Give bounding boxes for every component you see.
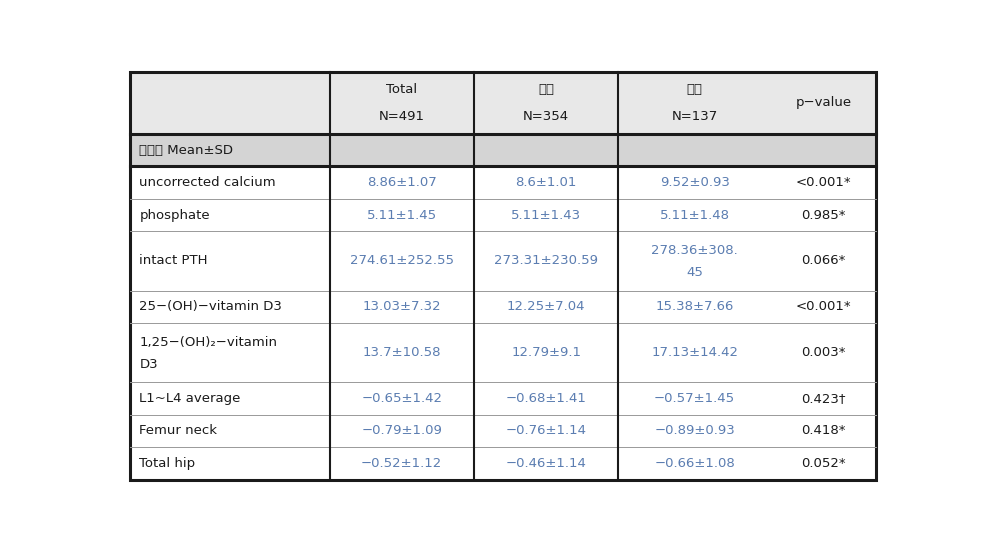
Text: 1,25−(OH)₂−vitamin: 1,25−(OH)₂−vitamin <box>139 336 278 349</box>
Text: Total hip: Total hip <box>139 457 195 470</box>
Text: 274.61±252.55: 274.61±252.55 <box>350 254 454 268</box>
Bar <box>131 290 876 323</box>
Text: D3: D3 <box>139 358 158 371</box>
Text: 5.11±1.45: 5.11±1.45 <box>366 209 437 222</box>
Text: 0.418*: 0.418* <box>801 424 846 437</box>
Bar <box>131 167 876 199</box>
Text: 8.6±1.01: 8.6±1.01 <box>516 176 576 189</box>
Text: <0.001*: <0.001* <box>795 300 851 313</box>
Text: 생체: 생체 <box>538 82 554 96</box>
Text: 5.11±1.43: 5.11±1.43 <box>512 209 581 222</box>
Text: 13.03±7.32: 13.03±7.32 <box>362 300 441 313</box>
Text: 15.38±7.66: 15.38±7.66 <box>655 300 734 313</box>
Text: 25−(OH)−vitamin D3: 25−(OH)−vitamin D3 <box>139 300 283 313</box>
Text: N=491: N=491 <box>379 110 425 123</box>
Text: 17.13±14.42: 17.13±14.42 <box>651 346 738 359</box>
Text: p−value: p−value <box>795 96 851 109</box>
Text: −0.57±1.45: −0.57±1.45 <box>654 392 736 405</box>
Text: 12.25±7.04: 12.25±7.04 <box>507 300 585 313</box>
Text: 5.11±1.48: 5.11±1.48 <box>660 209 730 222</box>
Bar <box>131 323 876 382</box>
Text: 수여자 Mean±SD: 수여자 Mean±SD <box>139 144 234 157</box>
Text: phosphate: phosphate <box>139 209 210 222</box>
Bar <box>131 382 876 414</box>
Bar <box>131 199 876 232</box>
Text: −0.46±1.14: −0.46±1.14 <box>506 457 586 470</box>
Text: 9.52±0.93: 9.52±0.93 <box>660 176 730 189</box>
Text: 뇌사: 뇌사 <box>686 82 702 96</box>
Bar <box>131 232 876 290</box>
Text: 0.052*: 0.052* <box>801 457 846 470</box>
Text: 12.79±9.1: 12.79±9.1 <box>512 346 581 359</box>
Text: −0.66±1.08: −0.66±1.08 <box>654 457 735 470</box>
Text: 278.36±308.: 278.36±308. <box>651 245 738 257</box>
Text: Total: Total <box>386 82 417 96</box>
Text: <0.001*: <0.001* <box>795 176 851 189</box>
Text: uncorrected calcium: uncorrected calcium <box>139 176 276 189</box>
Text: N=354: N=354 <box>523 110 570 123</box>
Text: 273.31±230.59: 273.31±230.59 <box>494 254 598 268</box>
Text: 0.003*: 0.003* <box>801 346 846 359</box>
Text: −0.79±1.09: −0.79±1.09 <box>361 424 442 437</box>
Text: 8.86±1.07: 8.86±1.07 <box>367 176 437 189</box>
Text: 45: 45 <box>686 266 703 279</box>
Text: −0.76±1.14: −0.76±1.14 <box>506 424 586 437</box>
Text: −0.89±0.93: −0.89±0.93 <box>654 424 735 437</box>
Text: 0.066*: 0.066* <box>801 254 846 268</box>
Text: N=137: N=137 <box>672 110 718 123</box>
Text: Femur neck: Femur neck <box>139 424 217 437</box>
Bar <box>131 72 876 134</box>
Text: −0.52±1.12: −0.52±1.12 <box>361 457 442 470</box>
Text: 0.423†: 0.423† <box>801 392 846 405</box>
Bar <box>131 134 876 167</box>
Text: L1~L4 average: L1~L4 average <box>139 392 241 405</box>
Text: intact PTH: intact PTH <box>139 254 208 268</box>
Text: 0.985*: 0.985* <box>801 209 846 222</box>
Bar <box>131 447 876 479</box>
Text: −0.65±1.42: −0.65±1.42 <box>361 392 442 405</box>
Text: −0.68±1.41: −0.68±1.41 <box>506 392 586 405</box>
Text: 13.7±10.58: 13.7±10.58 <box>362 346 441 359</box>
Bar <box>131 414 876 447</box>
